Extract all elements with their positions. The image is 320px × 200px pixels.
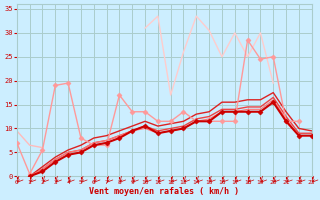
X-axis label: Vent moyen/en rafales ( km/h ): Vent moyen/en rafales ( km/h ) [89,187,239,196]
